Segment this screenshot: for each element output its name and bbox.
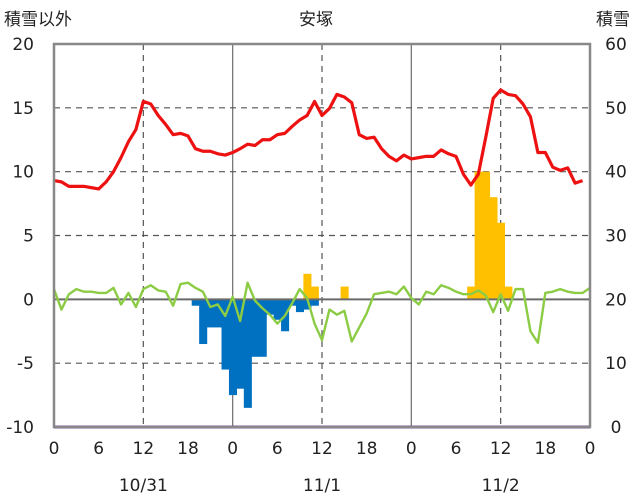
snow-decrease-bar: [236, 299, 245, 389]
x-hour-tick: 0: [49, 439, 60, 459]
snow-increase-bar: [489, 197, 498, 300]
snow-decrease-bar: [243, 299, 252, 408]
snow-decrease-bar: [199, 299, 208, 345]
x-hour-tick: 18: [356, 439, 378, 459]
y-left-tick: 0: [23, 290, 34, 310]
snow-decrease-bar: [214, 299, 223, 328]
snow-increase-bar: [303, 273, 312, 300]
y-right-tick: 0: [611, 418, 622, 438]
snow-decrease-bar: [303, 299, 312, 310]
snow-decrease-bar: [266, 299, 275, 315]
snow-increase-bar: [474, 171, 483, 300]
x-hour-tick: 12: [490, 439, 512, 459]
y-left-tick: 20: [12, 35, 34, 55]
y-left-tick: -5: [17, 354, 34, 374]
y-right-tick: 20: [605, 290, 627, 310]
snow-decrease-bar: [221, 299, 230, 370]
x-hour-tick: 18: [535, 439, 557, 459]
snow-increase-bar: [504, 286, 513, 300]
snow-decrease-bar: [295, 299, 304, 313]
date-label: 10/31: [119, 476, 168, 496]
grid-lines: [54, 44, 590, 427]
chart-title: 安塚: [299, 10, 333, 30]
snow-change-bars: [191, 171, 513, 408]
y-left-tick: 10: [12, 163, 34, 183]
plot-frame: [52, 42, 592, 429]
snow-decrease-bar: [228, 299, 237, 396]
y-right-tick: 60: [605, 35, 627, 55]
y-right-tick: 30: [605, 227, 627, 247]
right-axis-label: 積雪: [596, 10, 630, 30]
snow-increase-bar: [310, 286, 319, 300]
y-left-tick: -10: [6, 418, 34, 438]
x-hour-tick: 12: [311, 439, 333, 459]
snow-decrease-bar: [273, 299, 282, 320]
x-hour-tick: 18: [177, 439, 199, 459]
snow-decrease-bar: [206, 299, 215, 328]
y-right-tick: 10: [605, 354, 627, 374]
x-hour-tick: 6: [272, 439, 283, 459]
date-label: 11/2: [482, 476, 520, 496]
snow-increase-bar: [340, 286, 349, 300]
snow-increase-bar: [496, 222, 505, 300]
x-hour-tick: 12: [133, 439, 155, 459]
y-right-tick: 40: [605, 163, 627, 183]
snow-depth-line: [53, 88, 584, 191]
x-hour-tick: 0: [406, 439, 417, 459]
y-left-tick: 15: [12, 99, 34, 119]
snow-decrease-bar: [258, 299, 267, 357]
x-hour-tick: 6: [451, 439, 462, 459]
temperature-line: [52, 281, 591, 344]
snow-decrease-bar: [191, 299, 200, 306]
date-label: 11/1: [303, 476, 341, 496]
y-right-tick: 50: [605, 99, 627, 119]
x-hour-tick: 0: [585, 439, 596, 459]
snow-increase-bar: [482, 171, 491, 300]
left-axis-label: 積雪以外: [4, 10, 72, 30]
x-hour-tick: 0: [227, 439, 238, 459]
x-hour-tick: 6: [93, 439, 104, 459]
snow-decrease-bar: [251, 299, 260, 357]
y-left-tick: 5: [23, 227, 34, 247]
snow-decrease-bar: [310, 299, 319, 306]
